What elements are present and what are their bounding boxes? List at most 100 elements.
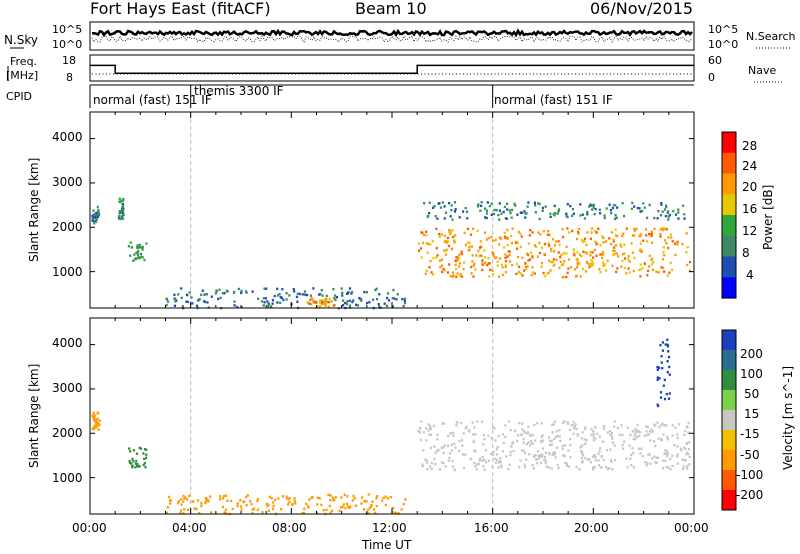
radar-title: Fort Hays East (fitACF) — [90, 0, 271, 18]
range-gate-cell — [562, 454, 565, 457]
range-gate-cell — [278, 293, 281, 296]
range-gate-cell — [425, 233, 428, 237]
frequency-trace — [90, 64, 694, 74]
range-gate-cell — [449, 274, 452, 278]
range-gate-cell — [458, 265, 461, 268]
range-gate-cell — [592, 466, 595, 470]
range-gate-cell — [450, 248, 453, 251]
range-gate-cell — [303, 507, 306, 511]
velocity-ytick-1000: 1000 — [52, 471, 83, 485]
range-gate-cell — [650, 258, 653, 262]
range-gate-cell — [438, 232, 441, 236]
range-gate-cell — [688, 441, 691, 444]
range-gate-cell — [429, 446, 432, 450]
range-gate-cell — [501, 273, 505, 277]
range-gate-cell — [503, 246, 506, 249]
range-gate-cell — [452, 434, 455, 437]
range-gate-cell — [438, 468, 442, 471]
range-gate-cell — [302, 511, 305, 515]
range-gate-cell — [613, 420, 616, 423]
range-gate-cell — [531, 464, 534, 467]
range-gate-cell — [538, 241, 541, 244]
range-gate-cell — [541, 453, 544, 456]
range-gate-cell — [453, 234, 456, 237]
range-gate-cell — [583, 438, 586, 441]
range-gate-cell — [558, 435, 561, 438]
range-gate-cell — [270, 497, 273, 500]
range-gate-cell — [265, 502, 268, 506]
range-gate-cell — [448, 230, 451, 233]
range-gate-cell — [592, 439, 596, 442]
range-gate-cell — [515, 241, 518, 245]
range-gate-cell — [676, 243, 679, 246]
range-gate-cell — [615, 252, 618, 255]
range-gate-cell — [674, 213, 678, 216]
range-gate-cell — [436, 217, 439, 220]
range-gate-cell — [496, 458, 499, 462]
range-gate-cell — [518, 465, 521, 469]
range-gate-cell — [236, 504, 239, 508]
range-gate-cell — [451, 229, 454, 232]
power-cbar-tick-8: 8 — [742, 246, 750, 260]
range-gate-cell — [576, 251, 579, 254]
range-gate-cell — [374, 511, 377, 515]
range-gate-cell — [574, 275, 578, 278]
range-gate-cell — [355, 303, 358, 306]
power-cbar-tick-28: 28 — [742, 139, 757, 153]
range-gate-cell — [480, 201, 483, 204]
range-gate-cell — [647, 269, 650, 273]
range-gate-cell — [342, 503, 345, 506]
range-gate-cell — [648, 203, 651, 207]
range-gate-cell — [611, 206, 614, 210]
range-gate-cell — [422, 431, 425, 434]
range-gate-cell — [263, 287, 266, 290]
range-gate-cell — [119, 217, 122, 221]
range-gate-cell — [589, 265, 592, 268]
range-gate-cell — [557, 208, 561, 211]
range-gate-cell — [653, 216, 656, 220]
nave-label: Nave — [748, 64, 776, 77]
range-gate-cell — [631, 234, 634, 237]
range-gate-cell — [567, 449, 570, 452]
range-gate-cell — [664, 449, 667, 452]
range-gate-cell — [685, 425, 688, 428]
range-gate-cell — [613, 217, 617, 220]
range-gate-cell — [633, 434, 636, 437]
range-gate-cell — [645, 240, 649, 243]
range-gate-cell — [489, 452, 493, 456]
range-gate-cell — [495, 208, 498, 212]
range-gate-cell — [427, 423, 430, 426]
range-gate-cell — [312, 287, 315, 290]
range-gate-cell — [591, 227, 594, 230]
range-gate-cell — [520, 211, 524, 214]
range-gate-cell — [555, 430, 558, 433]
range-gate-cell — [442, 422, 445, 425]
range-gate-cell — [201, 289, 204, 292]
range-gate-cell — [440, 264, 443, 267]
range-gate-cell — [262, 297, 265, 300]
range-gate-cell — [460, 250, 463, 253]
range-gate-cell — [237, 287, 241, 291]
range-gate-cell — [558, 429, 561, 432]
range-gate-cell — [316, 511, 319, 514]
range-gate-cell — [288, 497, 291, 500]
range-gate-cell — [608, 467, 611, 470]
range-gate-cell — [209, 495, 212, 498]
range-gate-cell — [606, 467, 609, 471]
range-gate-cell — [639, 210, 642, 213]
range-gate-cell — [455, 256, 458, 259]
range-gate-cell — [545, 465, 548, 468]
range-gate-cell — [219, 495, 222, 498]
range-gate-cell — [631, 251, 634, 254]
range-gate-cell — [566, 271, 569, 274]
range-gate-cell — [541, 209, 544, 213]
range-gate-cell — [560, 253, 563, 256]
range-gate-cell — [653, 227, 656, 230]
noise-left-tick-bottom: 10^0 — [52, 38, 82, 51]
colorbar-swatch — [722, 410, 736, 431]
range-gate-cell — [404, 301, 407, 305]
range-gate-cell — [305, 502, 308, 506]
range-gate-cell — [669, 468, 672, 471]
range-gate-cell — [662, 266, 665, 270]
range-gate-cell — [628, 260, 631, 263]
